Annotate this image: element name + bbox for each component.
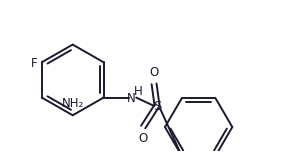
Text: O: O: [139, 132, 148, 145]
Text: H: H: [134, 85, 143, 98]
Text: F: F: [31, 57, 38, 70]
Text: NH₂: NH₂: [62, 97, 84, 110]
Text: O: O: [150, 66, 159, 79]
Text: S: S: [153, 100, 161, 113]
Text: N: N: [127, 92, 136, 105]
